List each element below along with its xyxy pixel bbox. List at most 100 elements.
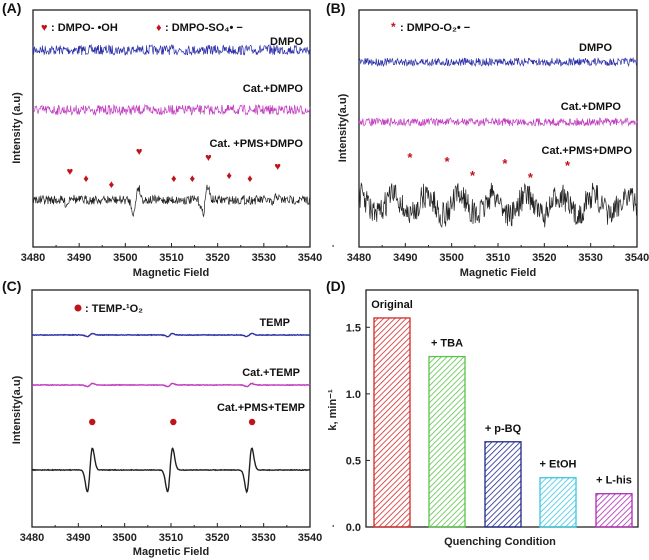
x-tick-label: 3500 xyxy=(439,252,463,264)
peak-markers: ♥ ♥ ♥ ♥ ♦ ♦ ♦ ♦ ♦ ♦ xyxy=(67,146,281,191)
x-tick-label: 3500 xyxy=(112,532,136,544)
x-axis-label: Magnetic Field xyxy=(133,267,209,279)
bar xyxy=(373,317,411,528)
circle-icon xyxy=(74,304,82,312)
series-label: Cat.+PMS+DMPO xyxy=(542,145,633,157)
y-axis-label: Intensity(a.u) xyxy=(11,375,23,444)
traces xyxy=(358,57,638,228)
diamond-marker: ♦ xyxy=(109,179,115,191)
diamond-marker: ♦ xyxy=(189,173,195,185)
trace-cat-pms-dmpo xyxy=(32,184,311,218)
circle-marker xyxy=(170,418,177,426)
diamond-icon: ♦ xyxy=(156,22,162,34)
series-label: Cat.+PMS+TEMP xyxy=(217,402,305,414)
circle-marker xyxy=(248,418,256,426)
panel-c: (C) 3480 3490 3500 3510 3520 3530 3540 Magneti… xyxy=(2,278,334,558)
bars: Original + TBA + p-BQ + EtOH + L-his xyxy=(371,299,633,528)
traces xyxy=(32,44,311,218)
star-marker: * xyxy=(407,150,413,165)
peak-markers: * * * * * * xyxy=(407,150,571,185)
x-tick-label: 3490 xyxy=(67,252,91,264)
legend-text: : DMPO-O₂• − xyxy=(400,22,470,34)
trace-cat-dmpo xyxy=(358,117,638,128)
x-axis-label: Quenching Condition xyxy=(444,536,556,548)
x-ticks: 3480 3490 3500 3510 3520 3530 3540 xyxy=(347,243,649,264)
bar xyxy=(595,493,633,528)
x-tick-label: 3510 xyxy=(159,252,183,264)
x-tick-label: 3500 xyxy=(113,252,137,264)
heart-marker: ♥ xyxy=(67,166,74,178)
x-tick-label: 3490 xyxy=(66,532,90,544)
x-tick-label: 3540 xyxy=(625,252,649,264)
bar-label: Original xyxy=(371,299,413,311)
x-ticks: 3480 3490 3500 3510 3520 3530 3540 xyxy=(21,243,334,264)
x-tick-label: 3530 xyxy=(578,252,602,264)
diamond-marker: ♦ xyxy=(171,173,177,185)
y-tick-label: 1.5 xyxy=(346,322,361,334)
panel-a: (A) 3480 3490 3500 3510 3520 3530 3540 Magneti… xyxy=(2,0,334,279)
y-tick-label: 1.0 xyxy=(346,389,361,401)
trace-cat-pms-dmpo xyxy=(358,182,638,228)
trace-cat-temp xyxy=(31,382,311,388)
diamond-marker: ♦ xyxy=(226,170,232,182)
trace-temp xyxy=(32,332,311,338)
star-icon: * xyxy=(391,20,396,34)
heart-marker: ♥ xyxy=(136,146,143,158)
series-label: DMPO xyxy=(270,36,303,48)
bar-label: + EtOH xyxy=(540,459,577,471)
peak-markers xyxy=(89,418,256,426)
x-tick-label: 3520 xyxy=(205,252,229,264)
x-tick-label: 3540 xyxy=(298,252,322,264)
x-tick-label: 3480 xyxy=(20,532,44,544)
panel-b: (B) 3480 3490 3500 3510 3520 3530 3540 Magneti… xyxy=(326,0,649,279)
x-tick-label: 3510 xyxy=(159,532,183,544)
star-marker: * xyxy=(502,156,508,171)
x-tick-label: 3480 xyxy=(21,252,45,264)
diamond-marker: ♦ xyxy=(247,173,253,185)
panel-d: (D) Original + TBA + p-BQ + EtOH + L-his 0.0… xyxy=(326,278,639,548)
trace-dmpo xyxy=(358,57,638,68)
y-axis-label: Intensity (a.u) xyxy=(11,92,23,164)
x-tick-label: 3540 xyxy=(298,532,322,544)
y-tick-label: 0.0 xyxy=(346,522,361,534)
series-label: Cat.+TEMP xyxy=(242,367,300,379)
bar xyxy=(484,441,522,528)
x-tick-label: 3510 xyxy=(486,252,510,264)
bar-label: + p-BQ xyxy=(485,423,522,435)
legend-text: : DMPO-SO₄• − xyxy=(165,22,243,34)
bar-label: + L-his xyxy=(596,475,632,487)
x-tick-label: 3530 xyxy=(251,532,275,544)
circle-marker xyxy=(89,418,96,426)
x-tick-label: 3530 xyxy=(252,252,276,264)
heart-marker: ♥ xyxy=(205,152,212,164)
legend-text: : DMPO- •OH xyxy=(51,22,118,34)
series-label: Cat.+DMPO xyxy=(561,101,622,113)
bar xyxy=(428,355,466,528)
trace-cat-dmpo xyxy=(32,103,311,117)
panel-label: (A) xyxy=(2,0,21,16)
star-marker: * xyxy=(470,168,476,183)
star-marker: * xyxy=(565,158,571,173)
series-label: DMPO xyxy=(579,42,612,54)
panel-label: (C) xyxy=(2,278,21,294)
series-label: Cat.+DMPO xyxy=(243,83,304,95)
series-label: TEMP xyxy=(259,317,290,329)
x-ticks: 3480 3490 3500 3510 3520 3530 3540 xyxy=(20,523,334,544)
y-axis-label: k, min⁻¹ xyxy=(327,389,339,431)
trace-dmpo xyxy=(32,44,311,56)
y-axis-label: Intensity(a.u) xyxy=(337,93,349,162)
star-marker: * xyxy=(528,170,534,185)
y-tick-label: 0.5 xyxy=(346,455,361,467)
panel-label: (D) xyxy=(326,278,345,294)
bar-label: + TBA xyxy=(431,338,463,350)
heart-icon: ♥ xyxy=(41,22,48,34)
bar xyxy=(539,477,577,528)
traces xyxy=(31,332,311,494)
legend-text: : TEMP-¹O₂ xyxy=(85,303,143,315)
x-tick-label: 3520 xyxy=(532,252,556,264)
x-tick-label: 3490 xyxy=(393,252,417,264)
star-marker: * xyxy=(445,154,451,169)
x-axis-label: Magnetic Field xyxy=(133,546,209,558)
diamond-marker: ♦ xyxy=(83,173,89,185)
